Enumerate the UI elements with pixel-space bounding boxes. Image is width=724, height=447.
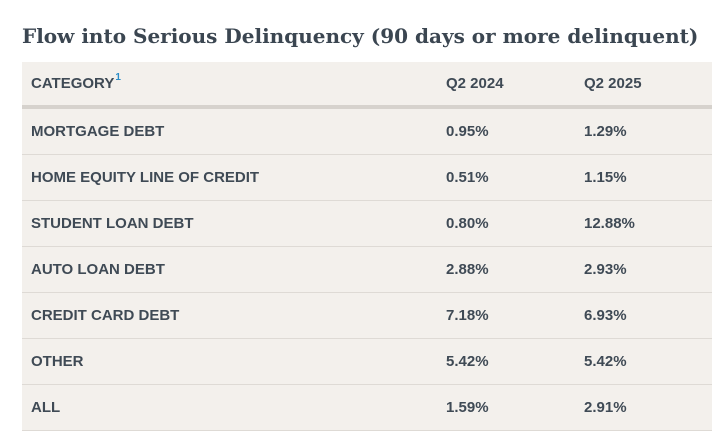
row-value-q2-2024: 5.42% <box>446 353 489 370</box>
row-category: MORTGAGE DEBT <box>31 123 165 140</box>
row-value-q2-2024: 2.88% <box>446 261 489 278</box>
table-row: STUDENT LOAN DEBT 0.80% 12.88% <box>22 201 712 247</box>
table-row: MORTGAGE DEBT 0.95% 1.29% <box>22 109 712 155</box>
row-value-q2-2024: 0.51% <box>446 169 489 186</box>
header-category: CATEGORY 1 <box>31 62 121 105</box>
table-row: CREDIT CARD DEBT 7.18% 6.93% <box>22 293 712 339</box>
row-value-q2-2025: 2.91% <box>584 399 627 416</box>
row-category: CREDIT CARD DEBT <box>31 307 180 324</box>
row-value-q2-2024: 0.80% <box>446 215 489 232</box>
table-row: OTHER 5.42% 5.42% <box>22 339 712 385</box>
row-category: STUDENT LOAN DEBT <box>31 215 194 232</box>
row-value-q2-2024: 7.18% <box>446 307 489 324</box>
table-row: AUTO LOAN DEBT 2.88% 2.93% <box>22 247 712 293</box>
header-q2-2024: Q2 2024 <box>446 75 504 92</box>
row-value-q2-2025: 1.29% <box>584 123 627 140</box>
table-row: ALL 1.59% 2.91% <box>22 385 712 431</box>
row-value-q2-2025: 6.93% <box>584 307 627 324</box>
delinquency-table: CATEGORY 1 Q2 2024 Q2 2025 MORTGAGE DEBT … <box>22 62 712 431</box>
row-value-q2-2025: 2.93% <box>584 261 627 278</box>
table-row: HOME EQUITY LINE OF CREDIT 0.51% 1.15% <box>22 155 712 201</box>
row-value-q2-2025: 1.15% <box>584 169 627 186</box>
row-value-q2-2025: 12.88% <box>584 215 635 232</box>
footnote-marker[interactable]: 1 <box>115 72 121 83</box>
row-category: ALL <box>31 399 61 416</box>
row-category: AUTO LOAN DEBT <box>31 261 165 278</box>
table-title: Flow into Serious Delinquency (90 days o… <box>22 24 699 48</box>
row-category: OTHER <box>31 353 84 370</box>
row-value-q2-2024: 0.95% <box>446 123 489 140</box>
header-category-label: CATEGORY <box>31 75 115 92</box>
row-value-q2-2025: 5.42% <box>584 353 627 370</box>
table-header-row: CATEGORY 1 Q2 2024 Q2 2025 <box>22 62 712 109</box>
row-category: HOME EQUITY LINE OF CREDIT <box>31 169 260 186</box>
header-q2-2025: Q2 2025 <box>584 75 642 92</box>
row-value-q2-2024: 1.59% <box>446 399 489 416</box>
